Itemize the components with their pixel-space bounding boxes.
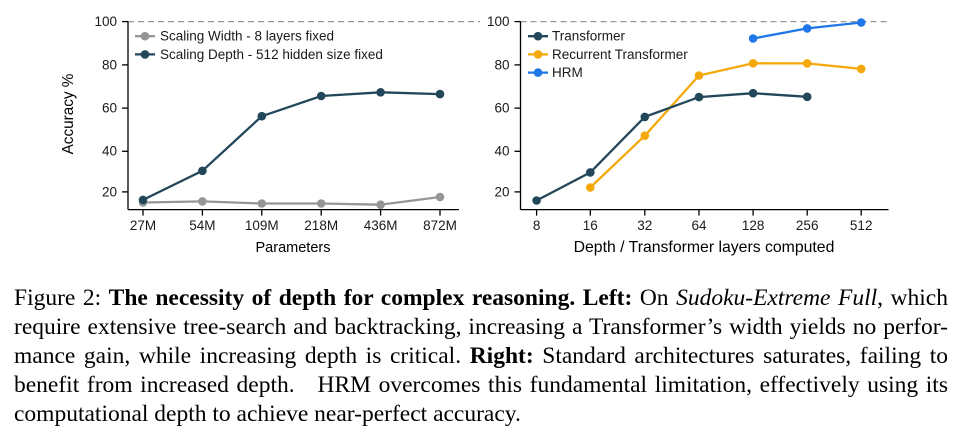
- svg-text:40: 40: [102, 144, 117, 159]
- svg-text:64: 64: [691, 218, 707, 233]
- svg-text:436M: 436M: [364, 218, 398, 233]
- svg-text:Parameters: Parameters: [256, 240, 331, 256]
- svg-text:218M: 218M: [304, 218, 338, 233]
- svg-text:Scaling Width - 8 layers fixed: Scaling Width - 8 layers fixed: [160, 29, 334, 44]
- svg-text:872M: 872M: [423, 218, 457, 233]
- svg-text:Scaling Depth - 512 hidden siz: Scaling Depth - 512 hidden size fixed: [160, 47, 383, 62]
- svg-text:20: 20: [102, 184, 117, 199]
- svg-text:109M: 109M: [245, 218, 279, 233]
- svg-text:Transformer: Transformer: [552, 29, 626, 44]
- svg-text:100: 100: [94, 14, 117, 29]
- svg-text:128: 128: [742, 218, 765, 233]
- svg-text:512: 512: [850, 218, 873, 233]
- svg-text:40: 40: [494, 144, 509, 159]
- svg-text:27M: 27M: [130, 218, 156, 233]
- svg-text:80: 80: [102, 57, 117, 72]
- svg-text:80: 80: [494, 57, 509, 72]
- svg-text:Recurrent Transformer: Recurrent Transformer: [552, 47, 688, 62]
- svg-text:20: 20: [494, 184, 509, 199]
- svg-text:16: 16: [583, 218, 598, 233]
- svg-text:100: 100: [487, 14, 510, 29]
- svg-text:32: 32: [637, 218, 652, 233]
- svg-text:8: 8: [533, 218, 541, 233]
- svg-text:HRM: HRM: [552, 65, 583, 80]
- svg-text:54M: 54M: [189, 218, 215, 233]
- svg-text:Depth / Transformer layers com: Depth / Transformer layers computed: [574, 239, 835, 256]
- svg-text:60: 60: [494, 101, 509, 116]
- svg-text:60: 60: [102, 101, 117, 116]
- svg-text:Accuracy %: Accuracy %: [60, 73, 77, 154]
- svg-text:256: 256: [796, 218, 819, 233]
